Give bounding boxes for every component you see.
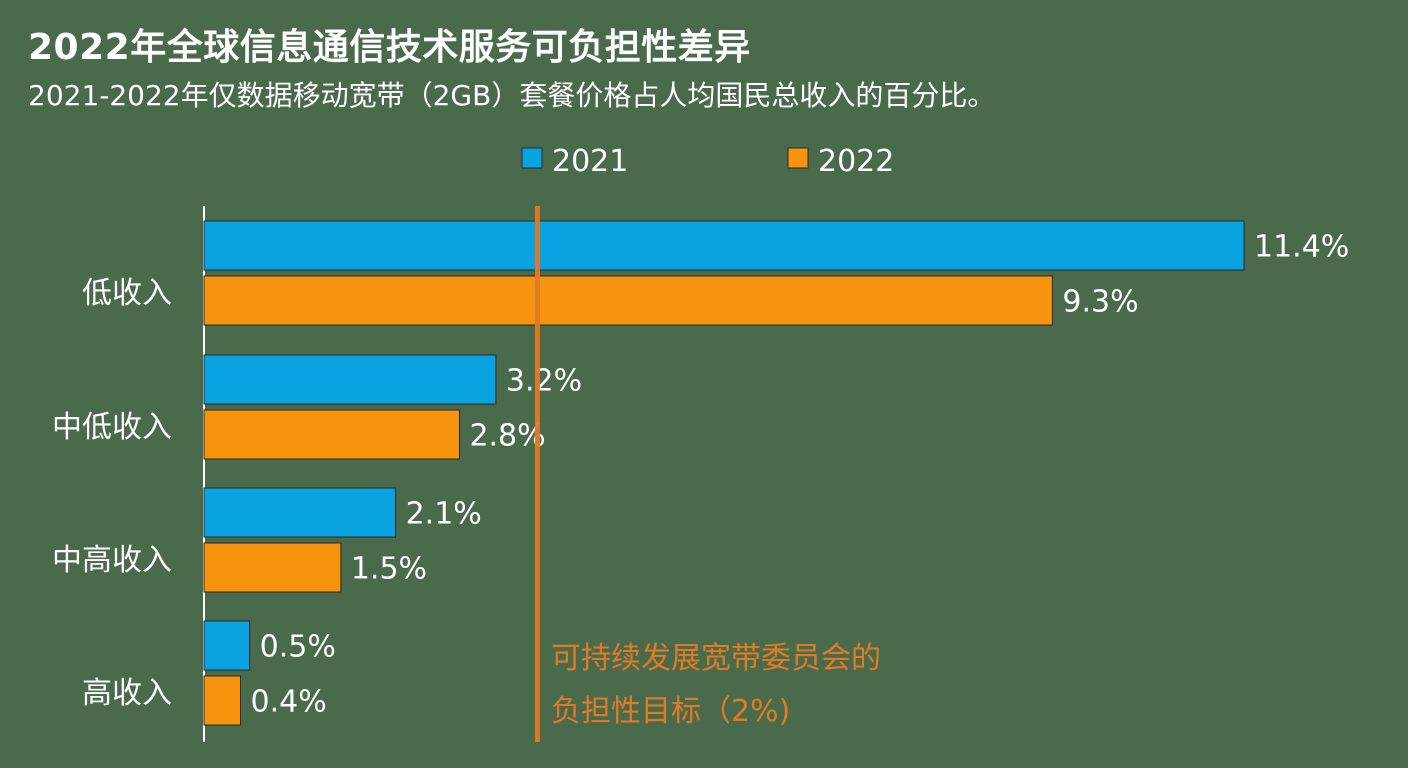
bar-2021 <box>203 220 1245 271</box>
category-label: 中低收入 <box>52 410 172 445</box>
chart-title: 2022年全球信息通信技术服务可负担性差异 <box>28 27 751 68</box>
target-label-line: 负担性目标（2%) <box>551 694 790 729</box>
data-label-2021: 3.2% <box>506 364 582 399</box>
legend-label-2022: 2022 <box>818 144 894 179</box>
bar-2021 <box>203 487 397 538</box>
chart-subtitle: 2021-2022年仅数据移动宽带（2GB）套餐价格占人均国民总收入的百分比。 <box>28 79 996 112</box>
bar-2021 <box>203 620 251 671</box>
data-label-2022: 2.8% <box>469 419 545 454</box>
data-label-2021: 0.5% <box>260 630 336 665</box>
data-label-2022: 0.4% <box>250 685 326 720</box>
bar-2022 <box>203 542 342 593</box>
data-label-2022: 1.5% <box>351 552 427 587</box>
target-label-line: 可持续发展宽带委员会的 <box>551 641 881 676</box>
bar-2021 <box>203 354 497 405</box>
bar-2022 <box>203 675 241 726</box>
data-label-2021: 2.1% <box>406 497 482 532</box>
data-label-2021: 11.4% <box>1254 230 1349 265</box>
bar-2022 <box>203 409 460 460</box>
legend-label-2021: 2021 <box>552 144 628 179</box>
category-label: 中高收入 <box>52 543 172 578</box>
data-label-2022: 9.3% <box>1062 285 1138 320</box>
legend-swatch-2021 <box>521 147 543 169</box>
legend-swatch-2022 <box>787 147 809 169</box>
category-label: 高收入 <box>82 676 172 711</box>
bar-2022 <box>203 275 1053 326</box>
category-label: 低收入 <box>82 276 172 311</box>
